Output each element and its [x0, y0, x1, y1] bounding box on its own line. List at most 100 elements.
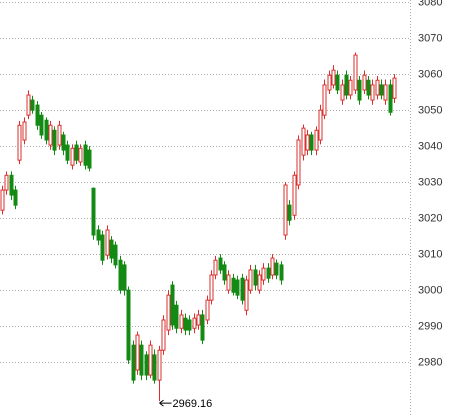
y-tick-label: 3010 [418, 248, 442, 260]
candle-body [35, 104, 40, 126]
candle-body [122, 264, 127, 291]
candle-body [61, 134, 66, 151]
candle-body [161, 319, 166, 351]
candle-body [144, 354, 149, 376]
candle-body [52, 129, 57, 151]
candle-body [196, 314, 201, 326]
candle-body [70, 147, 75, 166]
y-tick-label: 3050 [418, 104, 442, 116]
candle-body [39, 114, 44, 136]
candle-body [57, 124, 62, 146]
candle-body [322, 84, 327, 116]
candle-body [362, 74, 367, 91]
candle-body [253, 269, 258, 286]
y-tick-label: 2990 [418, 320, 442, 332]
candle-body [17, 124, 22, 161]
candle-body [327, 74, 332, 91]
candle-body [74, 144, 79, 161]
candle-body [257, 274, 262, 291]
y-tick-label: 3040 [418, 140, 442, 152]
candle-body [309, 134, 314, 151]
candle-body [366, 79, 371, 96]
candle-body [91, 187, 96, 236]
candle-body [65, 144, 70, 161]
candle-body [213, 259, 218, 276]
candle-body [205, 299, 210, 321]
y-tick-label: 3080 [418, 0, 442, 8]
candle-body [170, 284, 175, 326]
candle-body [274, 262, 279, 276]
candle-body [218, 257, 223, 271]
candle-body [183, 317, 188, 331]
annotation: 2969.16 [173, 398, 213, 410]
candle-body [314, 129, 319, 151]
y-tick-label: 2980 [418, 356, 442, 368]
candle-body [139, 344, 144, 376]
candle-body [209, 274, 214, 301]
candle-body [370, 84, 375, 101]
candle-body [235, 279, 240, 296]
candle-body [344, 74, 349, 96]
candle-body [292, 174, 297, 216]
candle-body [13, 189, 18, 206]
candle-body [226, 274, 231, 291]
candle-body [301, 127, 306, 156]
candle-body [231, 277, 236, 293]
candle-body [200, 314, 205, 341]
candle-body [113, 244, 118, 266]
y-tick-label: 3020 [418, 212, 442, 224]
candle-body [179, 314, 184, 329]
candle-body [96, 229, 101, 241]
candle-body [335, 74, 340, 91]
candle-body [340, 84, 345, 101]
candle-body [152, 354, 157, 381]
candle-body [244, 279, 249, 311]
y-tick-label: 3070 [418, 32, 442, 44]
candle-body [353, 54, 358, 91]
candle-body [357, 79, 362, 101]
candle-body [22, 121, 27, 141]
candle-body [157, 349, 162, 381]
y-tick-label: 3000 [418, 284, 442, 296]
candle-body [135, 334, 140, 371]
candle-body [266, 267, 271, 279]
candle-body [305, 134, 310, 151]
candle-body [78, 147, 83, 163]
candle-body [379, 84, 384, 96]
candle-body [222, 264, 227, 281]
candle-body [126, 289, 131, 361]
candle-body [279, 264, 284, 281]
annotation-arrow [159, 399, 172, 407]
candle-body [192, 317, 197, 329]
candle-body [44, 119, 49, 141]
candle-body [388, 84, 393, 113]
candle-body [174, 304, 179, 329]
candle-body [375, 79, 380, 96]
candle-body [131, 344, 136, 381]
candle-body [392, 77, 397, 99]
candle-body [261, 267, 266, 281]
candle-body [9, 174, 14, 196]
candle-body [240, 277, 245, 301]
candle-body [248, 269, 253, 291]
y-tick-label: 3060 [418, 68, 442, 80]
candle-body [166, 294, 171, 331]
candle-body [4, 174, 9, 191]
candle-body [318, 109, 323, 141]
candle-body [48, 124, 53, 146]
candle-body [0, 189, 5, 211]
candle-body [331, 69, 336, 86]
candle-body [187, 319, 192, 331]
candle-body [87, 149, 92, 169]
candle-body [26, 94, 31, 116]
candle-body [296, 139, 301, 186]
candle-body [109, 239, 114, 259]
candle-body [270, 257, 275, 276]
candle-body [105, 229, 110, 256]
candle-body [30, 99, 35, 111]
candle-body [148, 344, 153, 376]
candle-body [283, 184, 288, 236]
candle-body [383, 84, 388, 101]
